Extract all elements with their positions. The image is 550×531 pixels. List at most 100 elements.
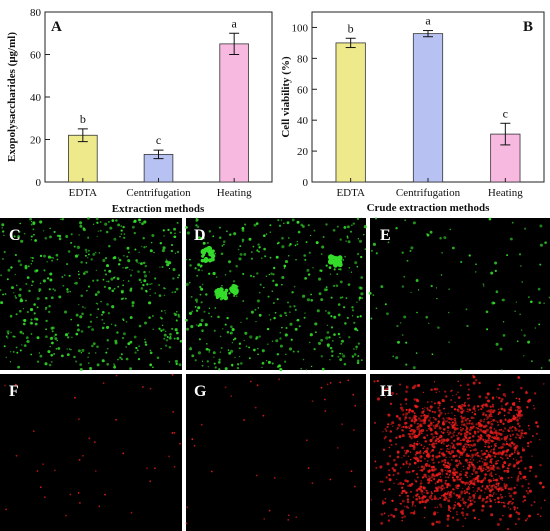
stain-dot: [149, 363, 153, 367]
stain-dot: [496, 466, 500, 470]
stain-dot: [200, 264, 203, 267]
stain-dot: [140, 281, 142, 283]
stain-dot: [80, 261, 83, 264]
stain-dot: [435, 287, 438, 289]
stain-dot: [50, 353, 53, 357]
stain-dot: [140, 287, 144, 290]
stain-dot: [21, 344, 23, 346]
stain-dot: [345, 297, 348, 299]
stain-dot: [469, 439, 472, 442]
stain-dot: [51, 259, 54, 262]
stain-dot: [89, 320, 93, 323]
stain-dot: [261, 361, 265, 365]
stain-dot: [517, 478, 520, 480]
stain-dot: [45, 306, 48, 310]
stain-dot: [487, 453, 491, 457]
stain-dot: [503, 504, 506, 508]
stain-dot: [527, 482, 530, 485]
stain-dot: [423, 419, 427, 423]
stain-dot: [169, 336, 172, 338]
stain-dot: [70, 241, 73, 244]
stain-dot: [30, 235, 33, 238]
stain-dot: [19, 330, 23, 334]
stain-dot: [138, 345, 140, 347]
stain-dot: [437, 406, 440, 409]
stain-dot: [224, 386, 227, 389]
stain-dot: [505, 442, 509, 446]
stain-dot: [467, 388, 470, 391]
stain-dot: [7, 268, 11, 272]
stain-dot: [343, 225, 347, 229]
stain-dot: [355, 345, 358, 349]
stain-dot: [314, 322, 318, 326]
stain-cluster-dot: [200, 258, 205, 263]
stain-dot: [468, 461, 471, 464]
stain-dot: [407, 466, 409, 468]
stain-dot: [54, 469, 56, 472]
stain-dot: [457, 487, 459, 490]
stain-dot: [38, 288, 42, 292]
stain-dot: [431, 458, 435, 462]
stain-dot: [66, 348, 68, 350]
stain-dot: [237, 248, 240, 251]
stain-dot: [245, 345, 248, 348]
stain-dot: [39, 254, 43, 258]
stain-dot: [333, 315, 337, 319]
chart-b-ytick-label: 40: [297, 115, 309, 127]
stain-dot: [456, 436, 460, 440]
stain-dot: [516, 450, 519, 452]
stain-dot: [506, 435, 509, 437]
stain-dot: [446, 517, 450, 521]
stain-dot: [437, 498, 440, 501]
stain-cluster-dot: [330, 257, 334, 261]
stain-dot: [239, 362, 243, 365]
stain-dot: [210, 470, 213, 473]
stain-dot: [45, 308, 47, 311]
stain-dot: [518, 400, 521, 403]
stain-dot: [427, 457, 429, 459]
stain-dot: [388, 455, 391, 458]
chart-b-xtick-label: Heating: [488, 187, 523, 199]
stain-dot: [232, 280, 236, 283]
stain-dot: [496, 522, 500, 527]
stain-dot: [509, 435, 512, 437]
stain-dot: [231, 363, 234, 367]
stain-dot: [194, 359, 197, 362]
stain-dot: [481, 469, 485, 472]
stain-dot: [176, 311, 178, 313]
stain-dot: [388, 478, 392, 482]
stain-dot: [66, 263, 69, 266]
stain-dot: [439, 486, 443, 490]
stain-dot: [454, 426, 457, 429]
stain-dot: [426, 401, 429, 403]
stain-dot: [120, 358, 123, 361]
stain-dot: [460, 420, 464, 423]
stain-dot: [173, 235, 176, 239]
stain-dot: [501, 465, 504, 468]
stain-dot: [486, 485, 488, 487]
stain-dot: [516, 433, 519, 436]
stain-dot: [536, 425, 540, 428]
stain-dot: [473, 481, 476, 484]
stain-dot: [402, 413, 405, 416]
stain-dot: [419, 459, 423, 463]
stain-dot: [33, 233, 35, 236]
chart-b-xlabel: Crude extraction methods: [367, 202, 491, 214]
stain-dot: [508, 500, 511, 504]
stain-dot: [415, 415, 418, 418]
stain-dot: [352, 429, 355, 431]
stain-dot: [513, 508, 516, 511]
stain-dot: [296, 220, 300, 224]
stain-dot: [82, 306, 84, 308]
stain-dot: [469, 397, 471, 399]
stain-dot: [308, 251, 311, 254]
stain-dot: [186, 506, 189, 509]
stain-dot: [457, 497, 459, 500]
stain-dot: [468, 254, 471, 257]
stain-dot: [489, 405, 492, 408]
stain-dot: [405, 417, 407, 419]
stain-dot: [96, 235, 98, 238]
stain-dot: [524, 467, 527, 470]
stain-dot: [441, 252, 443, 254]
stain-dot: [504, 486, 507, 490]
